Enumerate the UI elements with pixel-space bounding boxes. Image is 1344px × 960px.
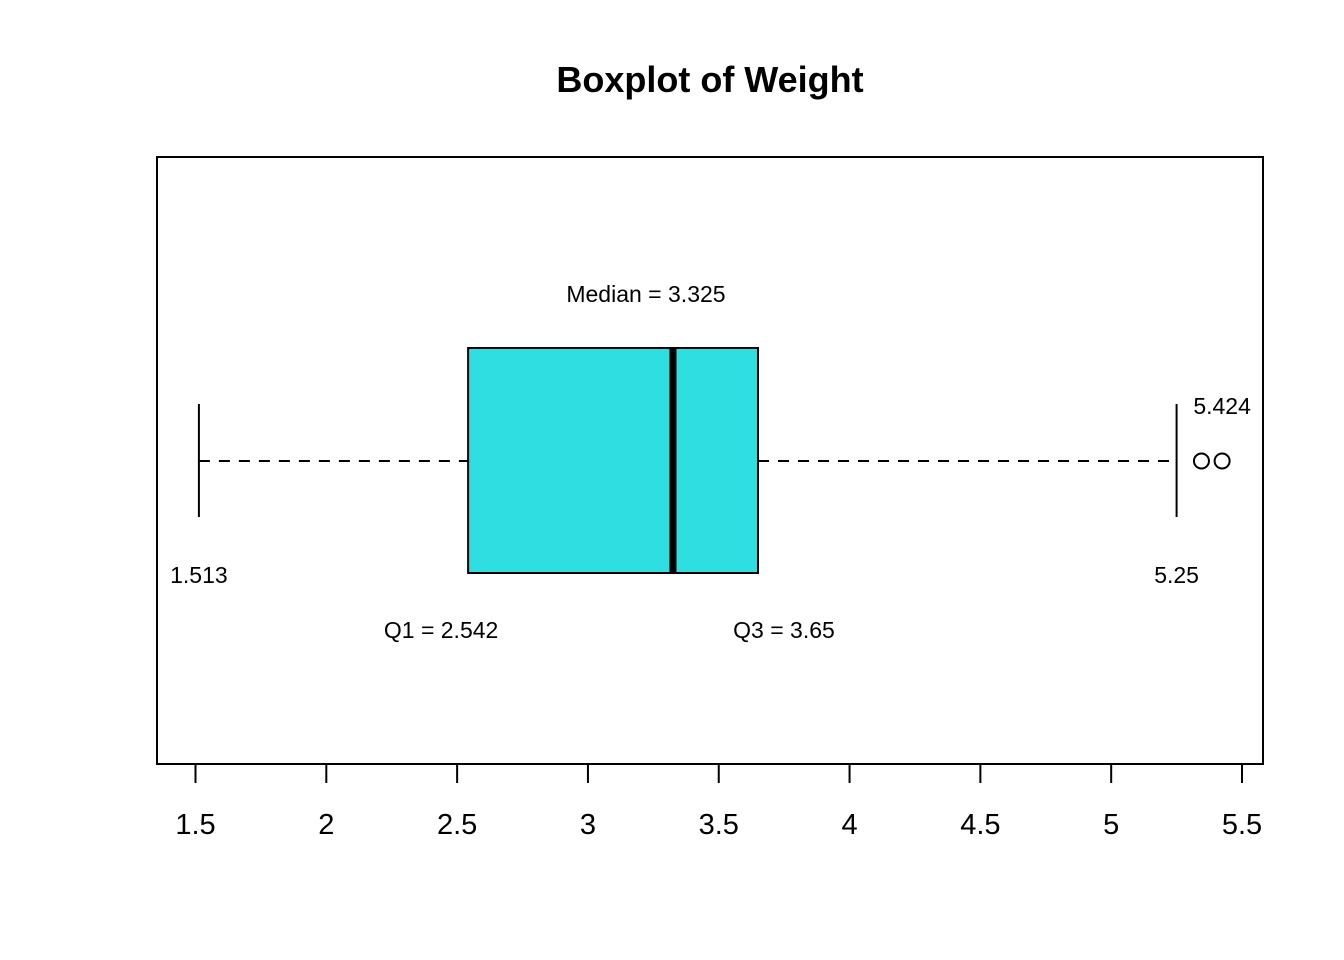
x-axis: 1.5 2 2.5 3 3.5 4 4.5 5 5.5 xyxy=(175,763,1262,841)
x-tick-label: 2.5 xyxy=(437,809,477,841)
chart-title: Boxplot of Weight xyxy=(556,59,863,100)
max-annotation: 5.25 xyxy=(1154,562,1199,588)
x-tick-label: 5.5 xyxy=(1222,809,1262,841)
outlier-point xyxy=(1213,452,1231,470)
x-tick-label: 3.5 xyxy=(699,809,739,841)
x-tick-label: 5 xyxy=(1103,809,1119,841)
x-tick-label: 3 xyxy=(580,809,596,841)
x-tick-label: 4.5 xyxy=(960,809,1000,841)
min-annotation: 1.513 xyxy=(170,562,228,588)
q3-annotation: Q3 = 3.65 xyxy=(733,617,835,643)
q1-annotation: Q1 = 2.542 xyxy=(384,617,498,643)
outlier-annotation: 5.424 xyxy=(1193,393,1251,419)
x-tick-label: 4 xyxy=(841,809,857,841)
outlier-point xyxy=(1192,452,1210,470)
iqr-box xyxy=(467,347,759,574)
boxplot-marks xyxy=(197,347,1231,574)
x-tick-label: 1.5 xyxy=(175,809,215,841)
x-tick-label: 2 xyxy=(318,809,334,841)
median-annotation: Median = 3.325 xyxy=(566,281,725,307)
